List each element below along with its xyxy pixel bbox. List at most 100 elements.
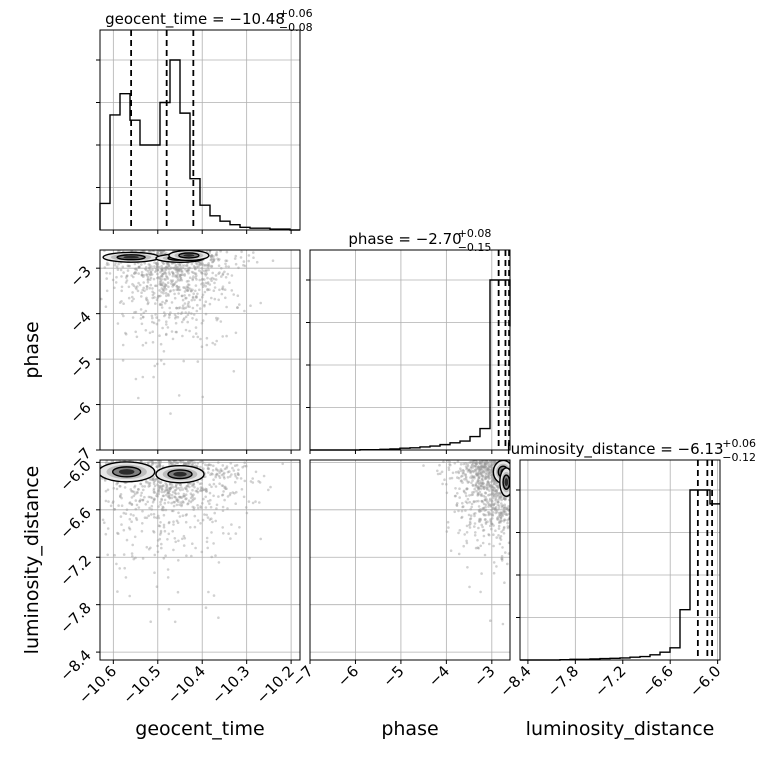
scatter-point bbox=[164, 508, 168, 512]
scatter-point bbox=[200, 488, 203, 492]
scatter-point bbox=[456, 502, 459, 505]
scatter-point bbox=[481, 529, 485, 532]
scatter-point bbox=[485, 469, 489, 473]
scatter-point bbox=[158, 289, 161, 292]
scatter-point bbox=[133, 272, 136, 275]
scatter-point bbox=[480, 523, 484, 527]
scatter-point bbox=[179, 269, 182, 273]
scatter-point bbox=[174, 461, 178, 465]
scatter-point bbox=[258, 501, 261, 504]
scatter-point bbox=[478, 462, 481, 465]
scatter-point bbox=[184, 462, 188, 465]
scatter-point bbox=[494, 492, 498, 496]
scatter-point bbox=[159, 251, 163, 255]
scatter-point bbox=[130, 274, 133, 277]
scatter-point bbox=[460, 479, 463, 482]
scatter-point bbox=[478, 460, 482, 464]
scatter-point bbox=[188, 485, 191, 489]
scatter-point bbox=[159, 529, 163, 533]
scatter-point bbox=[161, 508, 164, 512]
scatter-point bbox=[482, 485, 486, 488]
scatter-point bbox=[169, 267, 172, 270]
scatter-point bbox=[208, 264, 211, 267]
scatter-point bbox=[121, 312, 124, 316]
scatter-point bbox=[475, 481, 479, 485]
scatter-point bbox=[245, 464, 248, 468]
scatter-point bbox=[469, 517, 473, 520]
scatter-point bbox=[62, 293, 65, 296]
scatter-point bbox=[174, 268, 178, 271]
scatter-point bbox=[139, 482, 142, 486]
scatter-point bbox=[159, 342, 163, 346]
scatter-point bbox=[482, 470, 486, 474]
scatter-point bbox=[139, 482, 143, 486]
scatter-point bbox=[170, 462, 173, 465]
scatter-point bbox=[487, 505, 490, 508]
ytick-label-luminosity_distance-2: −7.2 bbox=[56, 551, 94, 589]
scatter-point bbox=[477, 467, 480, 471]
scatter-point bbox=[480, 572, 483, 575]
scatter-point bbox=[464, 477, 468, 480]
scatter-point bbox=[160, 487, 164, 491]
scatter-point bbox=[130, 503, 134, 506]
scatter-point bbox=[201, 395, 204, 399]
scatter-point bbox=[180, 503, 184, 506]
scatter-point bbox=[199, 263, 202, 266]
scatter-point bbox=[163, 271, 167, 275]
scatter-point bbox=[469, 466, 473, 470]
scatter-point bbox=[167, 460, 171, 463]
scatter-point bbox=[196, 480, 199, 484]
scatter-point bbox=[466, 481, 470, 484]
scatter-point bbox=[213, 297, 217, 301]
scatter-point bbox=[166, 491, 169, 495]
scatter-point bbox=[168, 489, 172, 492]
scatter-point bbox=[179, 267, 182, 271]
scatter-point bbox=[494, 497, 498, 501]
scatter-point bbox=[193, 506, 196, 510]
scatter-point bbox=[162, 250, 165, 253]
scatter-point bbox=[475, 500, 478, 503]
scatter-point bbox=[478, 461, 482, 464]
scatter-point bbox=[248, 556, 251, 560]
scatter-point bbox=[482, 513, 485, 516]
scatter-point bbox=[489, 465, 493, 468]
scatter-point bbox=[137, 488, 140, 491]
scatter-point bbox=[222, 490, 225, 493]
scatter-point bbox=[132, 557, 136, 561]
scatter-point bbox=[148, 263, 152, 267]
scatter-point bbox=[173, 537, 177, 540]
scatter-point bbox=[464, 473, 467, 476]
title-minus-phase: −0.15 bbox=[458, 241, 492, 254]
scatter-point bbox=[200, 267, 204, 270]
scatter-point bbox=[173, 296, 177, 300]
scatter-point bbox=[469, 514, 473, 517]
scatter-point bbox=[146, 277, 150, 281]
scatter-point bbox=[176, 279, 180, 282]
scatter-point bbox=[186, 283, 190, 286]
scatter-point bbox=[478, 486, 481, 490]
scatter-point bbox=[140, 529, 144, 533]
scatter-point bbox=[147, 482, 151, 486]
scatter-point bbox=[156, 539, 160, 542]
scatter-point bbox=[208, 288, 211, 292]
scatter-point bbox=[191, 288, 194, 292]
scatter-point bbox=[167, 263, 170, 266]
scatter-point bbox=[179, 483, 182, 487]
scatter-point bbox=[491, 488, 495, 492]
scatter-point bbox=[177, 312, 180, 315]
scatter-point bbox=[230, 289, 234, 292]
scatter-point bbox=[164, 313, 167, 316]
scatter-point bbox=[192, 275, 195, 278]
scatter-point bbox=[445, 491, 449, 495]
scatter-point bbox=[477, 465, 480, 468]
scatter-point bbox=[147, 461, 150, 464]
scatter-point bbox=[157, 319, 161, 322]
scatter-point bbox=[479, 519, 482, 522]
scatter-point bbox=[140, 250, 144, 253]
scatter-point bbox=[117, 262, 120, 266]
scatter-point bbox=[130, 299, 134, 303]
scatter-point bbox=[177, 286, 180, 289]
scatter-point bbox=[175, 497, 178, 500]
scatter-point bbox=[210, 555, 213, 559]
scatter-point bbox=[207, 467, 211, 471]
